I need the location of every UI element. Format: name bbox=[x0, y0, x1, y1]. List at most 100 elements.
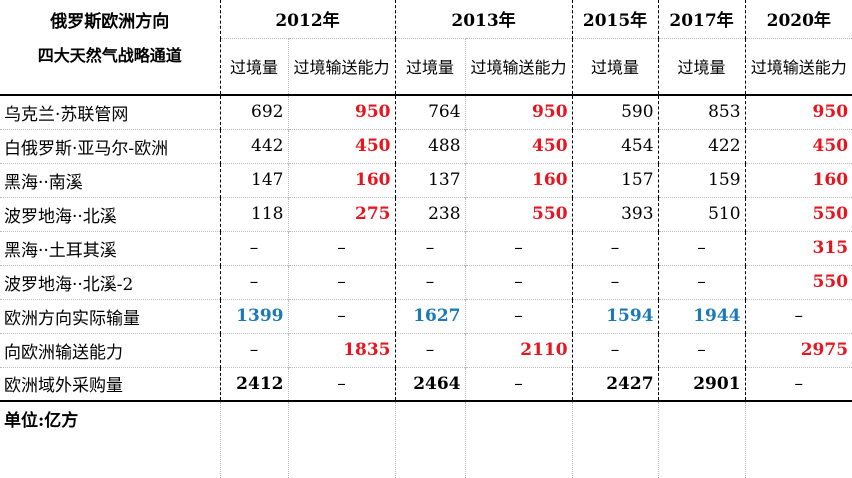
cell: – bbox=[219, 230, 288, 265]
cell: 1835 bbox=[287, 332, 396, 367]
cell: – bbox=[219, 332, 288, 367]
cell: – bbox=[287, 298, 396, 333]
cell: 1399 bbox=[219, 298, 288, 333]
cell: 450 bbox=[464, 128, 573, 163]
row-label: 白俄罗斯·亚马尔-欧洲 bbox=[0, 128, 220, 163]
cell: 550 bbox=[744, 264, 852, 299]
cell: 422 bbox=[657, 128, 746, 163]
cell: 2975 bbox=[744, 332, 852, 367]
cell: 275 bbox=[287, 196, 396, 231]
cell: – bbox=[219, 264, 288, 299]
cell: 950 bbox=[287, 94, 396, 129]
cell: 160 bbox=[287, 162, 396, 197]
year: 2015年 bbox=[571, 0, 659, 38]
cell: 2901 bbox=[657, 366, 746, 401]
empty-cell bbox=[657, 400, 746, 478]
cell: – bbox=[744, 298, 852, 333]
data-row: 乌克兰·苏联管网 692 950 764 950 590 853 950 bbox=[0, 94, 852, 129]
cell: 2464 bbox=[394, 366, 466, 401]
title-line: 四大天然气战略通道 bbox=[0, 38, 220, 96]
cell: 510 bbox=[657, 196, 746, 231]
cell: 853 bbox=[657, 94, 746, 129]
cell: 238 bbox=[394, 196, 466, 231]
subheader: 过境输送能力 bbox=[464, 37, 573, 96]
cell: 159 bbox=[657, 162, 746, 197]
cell: 1944 bbox=[657, 298, 746, 333]
year-row: 俄罗斯欧洲方向 2012年 2013年 2015年 2017年 2020年 bbox=[0, 0, 852, 38]
cell: 1627 bbox=[394, 298, 466, 333]
subheader: 过境输送能力 bbox=[744, 37, 852, 96]
cell: 1594 bbox=[571, 298, 659, 333]
year: 2020年 bbox=[744, 0, 852, 38]
cell: 590 bbox=[571, 94, 659, 129]
cell: – bbox=[571, 332, 659, 367]
cell: 118 bbox=[219, 196, 288, 231]
cell: – bbox=[394, 264, 466, 299]
cell: – bbox=[571, 264, 659, 299]
data-row: 波罗地海··北溪 118 275 238 550 393 510 550 bbox=[0, 196, 852, 231]
empty-cell bbox=[219, 400, 288, 478]
cell: 454 bbox=[571, 128, 659, 163]
cell: 950 bbox=[464, 94, 573, 129]
cell: 137 bbox=[394, 162, 466, 197]
subheader: 过境量 bbox=[571, 37, 659, 96]
data-row: 欧洲方向实际输量 1399–1627–1594 1944– bbox=[0, 298, 852, 333]
year: 2017年 bbox=[657, 0, 746, 38]
row-label: 欧洲方向实际输量 bbox=[0, 298, 220, 333]
row-label: 欧洲域外采购量 bbox=[0, 366, 220, 401]
cell: 950 bbox=[744, 94, 852, 129]
cell: – bbox=[394, 332, 466, 367]
cell: – bbox=[657, 264, 746, 299]
cell: 2110 bbox=[464, 332, 573, 367]
cell: – bbox=[287, 366, 396, 401]
data-row: 黑海··土耳其溪 – – – – – –315 bbox=[0, 230, 852, 265]
footer-row: 单位:亿方 bbox=[0, 400, 852, 478]
title-line: 俄罗斯欧洲方向 bbox=[50, 11, 170, 32]
data-row: 欧洲域外采购量 2412–2464–2427 2901– bbox=[0, 366, 852, 401]
year: 2012年 bbox=[219, 0, 396, 38]
cell: – bbox=[394, 230, 466, 265]
cell: 764 bbox=[394, 94, 466, 129]
row-label: 黑海··土耳其溪 bbox=[0, 230, 220, 265]
data-row: 波罗地海··北溪-2– – – – – –550 bbox=[0, 264, 852, 299]
row-label: 乌克兰·苏联管网 bbox=[0, 94, 220, 129]
cell: – bbox=[657, 230, 746, 265]
cell: 147 bbox=[219, 162, 288, 197]
cell: 393 bbox=[571, 196, 659, 231]
data-row: 向欧洲输送能力 –1835–2110– –2975 bbox=[0, 332, 852, 367]
year: 2013年 bbox=[394, 0, 573, 38]
cell: 550 bbox=[464, 196, 573, 231]
cell: 2412 bbox=[219, 366, 288, 401]
empty-cell bbox=[744, 400, 852, 478]
cell: 488 bbox=[394, 128, 466, 163]
cell: – bbox=[657, 332, 746, 367]
empty-cell bbox=[571, 400, 659, 478]
cell: 160 bbox=[464, 162, 573, 197]
data-row: 白俄罗斯·亚马尔-欧洲 442 450 488 450 454 422 450 bbox=[0, 128, 852, 163]
row-label: 向欧洲输送能力 bbox=[0, 332, 220, 367]
cell: – bbox=[464, 230, 573, 265]
row-label: 黑海··南溪 bbox=[0, 162, 220, 197]
subheader: 过境量 bbox=[394, 37, 466, 96]
subheader: 过境输送能力 bbox=[287, 37, 396, 96]
cell: 692 bbox=[219, 94, 288, 129]
cell: – bbox=[464, 298, 573, 333]
empty-cell bbox=[394, 400, 466, 478]
row-label: 波罗地海··北溪 bbox=[0, 196, 220, 231]
cell: 157 bbox=[571, 162, 659, 197]
subheader: 过境量 bbox=[219, 37, 288, 96]
cell: 550 bbox=[744, 196, 852, 231]
cell: – bbox=[571, 230, 659, 265]
cell: 442 bbox=[219, 128, 288, 163]
subheader: 过境量 bbox=[657, 37, 746, 96]
cell: – bbox=[287, 230, 396, 265]
subheader-row: 四大天然气战略通道 过境量 过境输送能力 过境量 过境输送能力 过境量 过境量 过境输送能力 bbox=[0, 37, 852, 96]
cell: 450 bbox=[744, 128, 852, 163]
cell: 2427 bbox=[571, 366, 659, 401]
cell: – bbox=[464, 366, 573, 401]
data-row: 黑海··南溪 147 160 137 160 157 159 160 bbox=[0, 162, 852, 197]
unit-note: 单位:亿方 bbox=[0, 400, 220, 478]
cell: – bbox=[287, 264, 396, 299]
